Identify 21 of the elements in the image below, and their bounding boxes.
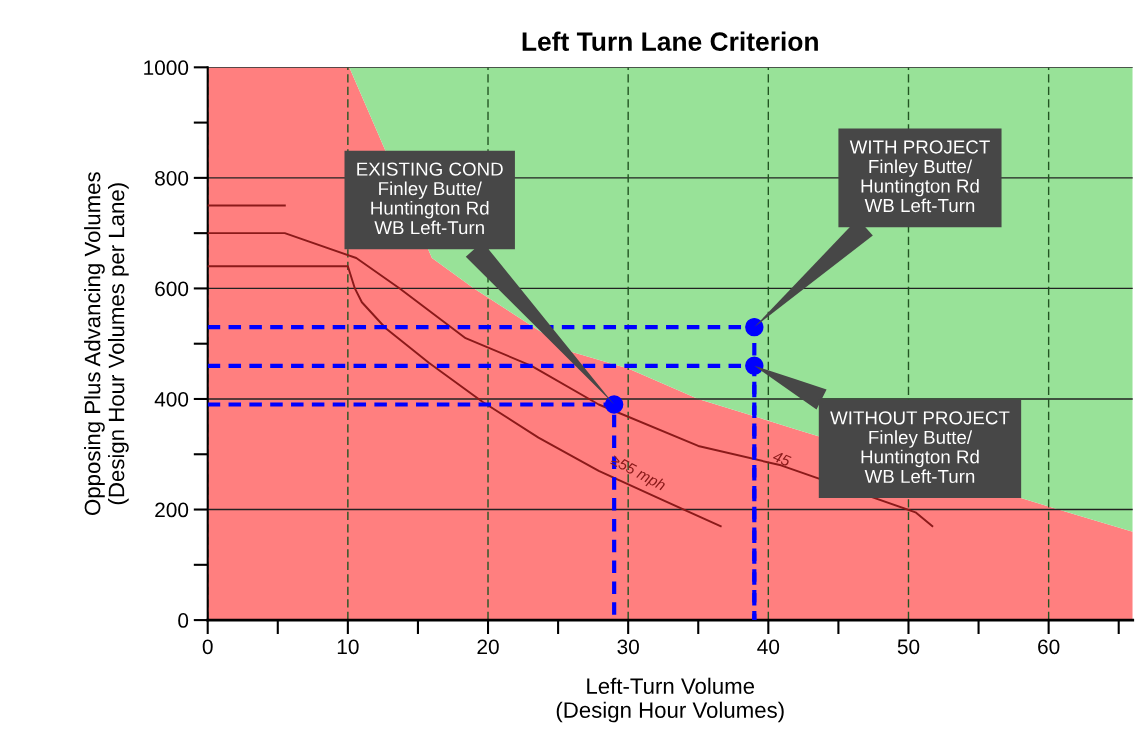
x-axis-title: Left-Turn Volume (Design Hour Volumes) xyxy=(556,677,784,723)
y-tick-label: 1000 xyxy=(144,60,189,76)
x-tick-label: 20 xyxy=(477,639,499,655)
y-tick-label: 200 xyxy=(155,502,189,518)
annotation: ≥55 mph xyxy=(608,453,667,494)
x-tick-label: 30 xyxy=(617,639,639,655)
x-tick-label: 40 xyxy=(757,639,780,655)
annotation: WITH PROJECT Finley Butte/ Huntington Rd WB Left-Turn xyxy=(849,140,990,213)
y-axis-title: Opposing Plus Advancing Volumes (Design Hour Volumes per Lane) xyxy=(84,172,129,515)
y-tick-label: 800 xyxy=(155,170,189,186)
annotation: 45 xyxy=(771,450,792,467)
chart-title: Left Turn Lane Criterion xyxy=(522,31,818,51)
y-tick-label: 600 xyxy=(155,281,189,297)
annotation: EXISTING COND Finley Butte/ Huntington Rd WB Left-Turn xyxy=(357,162,503,235)
y-tick-label: 0 xyxy=(178,613,189,628)
x-tick-label: 50 xyxy=(897,639,920,655)
x-tick-label: 60 xyxy=(1038,639,1060,655)
y-tick-label: 400 xyxy=(154,391,189,407)
x-tick-label: 0 xyxy=(202,639,213,655)
annotation: WITHOUT PROJECT Finley Butte/ Huntington Rd WB Left-Turn xyxy=(830,411,1010,484)
x-tick-label: 10 xyxy=(337,639,359,655)
